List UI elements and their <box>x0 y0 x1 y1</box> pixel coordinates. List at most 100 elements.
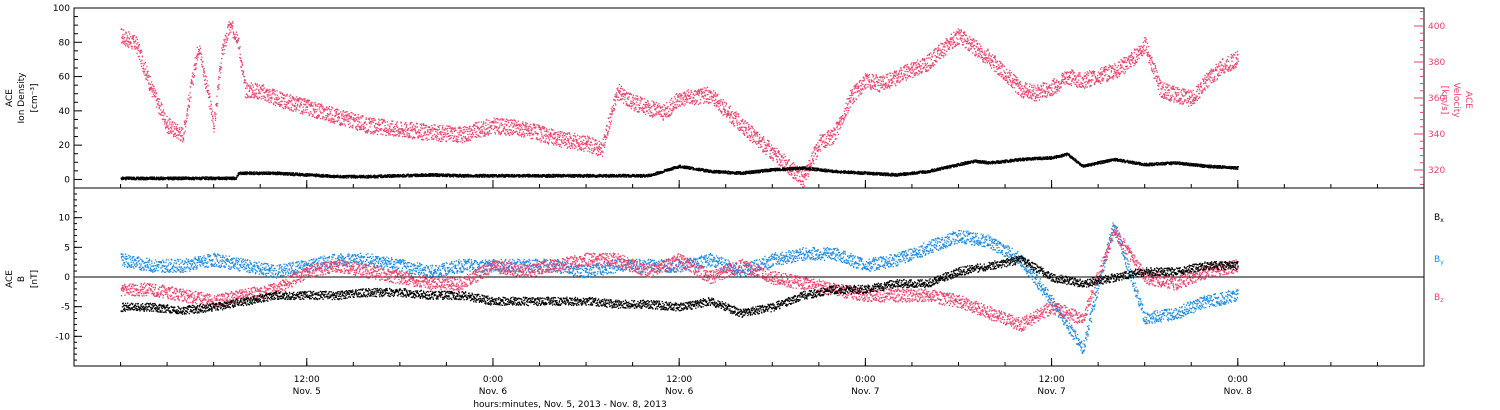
velocity-series-point <box>725 102 727 104</box>
velocity-series-point <box>697 90 699 92</box>
velocity-series-point <box>1008 71 1010 73</box>
velocity-series-point <box>1108 77 1111 80</box>
velocity-series-point <box>200 52 202 54</box>
velocity-series-point <box>628 104 630 106</box>
velocity-series-point <box>568 145 571 148</box>
velocity-series-point <box>893 74 895 76</box>
velocity-series-point <box>283 94 285 96</box>
velocity-series-point <box>1078 85 1081 88</box>
velocity-series-point <box>981 50 983 52</box>
velocity-series-point <box>897 73 899 75</box>
velocity-series-point <box>1159 81 1162 83</box>
velocity-series-point <box>1075 83 1077 86</box>
velocity-series-point <box>987 56 989 58</box>
velocity-series-point <box>565 143 567 146</box>
velocity-series-point <box>350 116 353 119</box>
velocity-series-point <box>1083 77 1085 79</box>
velocity-series-point <box>921 58 924 60</box>
velocity-series-point <box>743 132 745 134</box>
velocity-series-point <box>314 116 316 118</box>
velocity-series-point <box>1029 83 1031 85</box>
velocity-series-point <box>405 125 408 127</box>
velocity-series-point <box>126 43 128 45</box>
velocity-series-point <box>198 49 201 51</box>
velocity-series-point <box>405 126 407 129</box>
velocity-series-point <box>1113 68 1115 70</box>
velocity-series-point <box>354 117 356 120</box>
velocity-series-point <box>1111 67 1113 70</box>
velocity-series-point <box>1060 86 1062 88</box>
velocity-series-point <box>217 84 219 87</box>
velocity-series-point <box>984 50 986 52</box>
velocity-series-point <box>436 128 438 131</box>
velocity-series-point <box>474 122 477 124</box>
velocity-series-point <box>249 87 251 89</box>
velocity-series-point <box>675 101 677 103</box>
velocity-series-point <box>808 160 810 162</box>
velocity-series-point <box>339 123 341 125</box>
velocity-series-point <box>683 96 685 98</box>
velocity-series-point <box>123 38 125 40</box>
velocity-series-point <box>1164 92 1167 94</box>
velocity-series-point <box>1146 54 1148 56</box>
velocity-series-point <box>783 156 785 159</box>
velocity-series-point <box>422 139 424 141</box>
velocity-series-point <box>758 141 760 143</box>
velocity-series-point <box>905 79 907 81</box>
velocity-series-point <box>612 104 615 107</box>
velocity-series-point <box>161 114 163 117</box>
velocity-series-point <box>1111 76 1114 78</box>
velocity-series-point <box>229 23 231 26</box>
velocity-series-point <box>1124 68 1126 71</box>
velocity-series-point <box>250 82 252 84</box>
velocity-series-point <box>818 148 820 151</box>
velocity-series-point <box>1107 80 1109 82</box>
velocity-series-point <box>558 136 561 138</box>
velocity-series-point <box>618 99 620 101</box>
velocity-series-point <box>776 160 779 162</box>
velocity-series-point <box>431 138 433 140</box>
velocity-series-point <box>654 108 656 110</box>
velocity-series-point <box>1139 46 1141 48</box>
velocity-series-point <box>220 68 222 70</box>
velocity-series-point <box>512 130 515 132</box>
velocity-series-point <box>916 72 918 74</box>
velocity-series-point <box>439 132 441 135</box>
velocity-series-point <box>321 118 324 120</box>
velocity-series-point <box>868 79 870 81</box>
velocity-series-point <box>1173 85 1175 87</box>
velocity-series-point <box>1001 66 1003 68</box>
velocity-series-point <box>310 112 312 115</box>
velocity-series-point <box>296 105 298 107</box>
velocity-series-point <box>1168 92 1170 94</box>
velocity-series-point <box>1181 95 1184 97</box>
velocity-series-point <box>970 47 972 50</box>
velocity-series-point <box>1169 98 1171 101</box>
velocity-series-point <box>236 40 238 42</box>
velocity-series-point <box>184 122 187 124</box>
velocity-series-point <box>351 112 353 114</box>
velocity-series-point <box>215 103 218 105</box>
velocity-series-point <box>1019 83 1022 85</box>
velocity-series-point <box>696 93 698 95</box>
velocity-series-point <box>424 131 426 133</box>
velocity-series-point <box>433 133 436 136</box>
velocity-series-point <box>584 135 586 138</box>
velocity-series-point <box>134 45 136 47</box>
velocity-series-point <box>731 121 733 123</box>
velocity-series-point <box>968 50 970 52</box>
velocity-series-point <box>271 98 273 100</box>
velocity-series-point <box>1091 75 1094 77</box>
velocity-series-point <box>172 124 174 126</box>
velocity-series-point <box>251 91 254 94</box>
velocity-series-point <box>684 100 686 102</box>
bottom-left-tick-label: 0 <box>64 273 70 283</box>
velocity-series-point <box>583 147 585 149</box>
velocity-series-point <box>378 124 380 127</box>
velocity-series-point <box>236 40 238 43</box>
velocity-series-point <box>1050 94 1052 96</box>
velocity-series-point <box>925 70 928 73</box>
velocity-series-point <box>1093 83 1095 85</box>
velocity-series-point <box>678 104 680 106</box>
velocity-series-point <box>313 108 315 111</box>
